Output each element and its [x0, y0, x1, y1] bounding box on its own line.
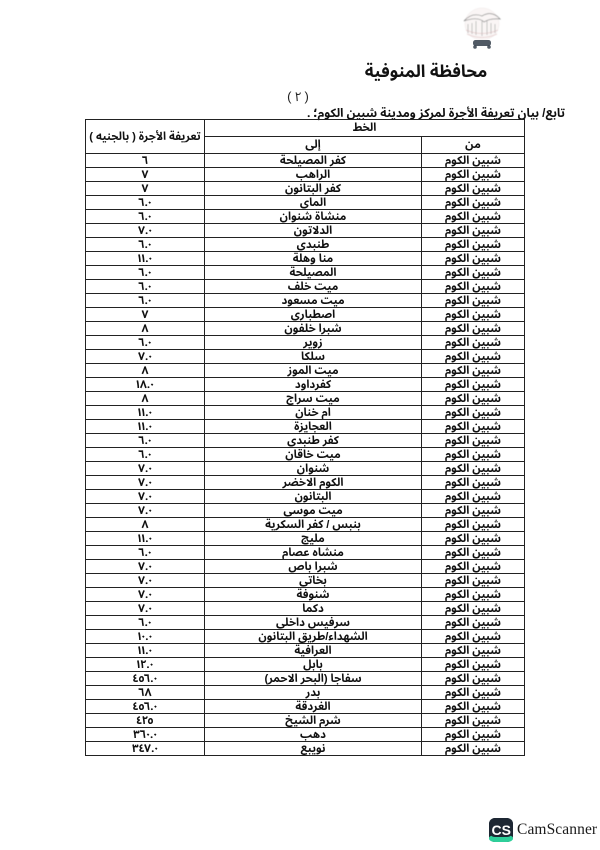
svg-text:CS: CS [491, 822, 510, 838]
